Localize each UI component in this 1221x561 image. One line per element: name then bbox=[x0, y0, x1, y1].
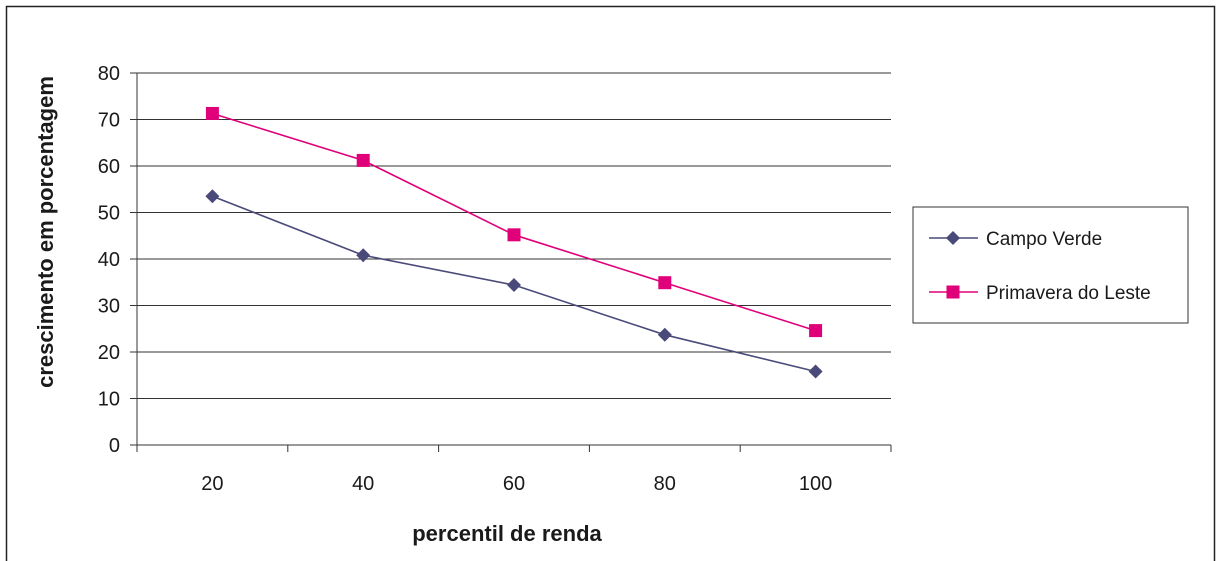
gridlines bbox=[130, 72, 892, 452]
data-point bbox=[205, 106, 219, 120]
y-tick-label: 40 bbox=[98, 249, 120, 271]
y-tick-label: 20 bbox=[98, 342, 120, 364]
x-tick-label: 60 bbox=[503, 473, 525, 495]
series-line bbox=[212, 112, 816, 332]
legend-entry: Campo Verde bbox=[929, 229, 1102, 250]
data-point bbox=[809, 324, 823, 338]
x-axis-title: percentil de renda bbox=[412, 521, 602, 546]
x-tick-label: 80 bbox=[654, 473, 676, 495]
data-point bbox=[356, 248, 371, 263]
legend-label: Primavera do Leste bbox=[986, 283, 1151, 304]
data-point bbox=[658, 276, 672, 290]
legend-marker bbox=[946, 231, 960, 245]
x-tick-label: 20 bbox=[201, 473, 223, 495]
y-tick-label: 30 bbox=[98, 296, 120, 318]
y-tick-label: 60 bbox=[98, 156, 120, 178]
x-tick-label: 40 bbox=[352, 473, 374, 495]
legend: Campo Verde Primavera do Leste bbox=[912, 206, 1189, 324]
data-point bbox=[205, 189, 220, 204]
y-axis-title: crescimento em porcentagem bbox=[33, 76, 58, 388]
series-layer bbox=[205, 106, 823, 379]
y-tick-label: 50 bbox=[98, 203, 120, 225]
legend-marker bbox=[946, 285, 960, 299]
y-tick-label: 80 bbox=[98, 63, 120, 85]
legend-box bbox=[912, 206, 1189, 324]
legend-entry: Primavera do Leste bbox=[929, 283, 1151, 304]
x-tick-label: 100 bbox=[799, 473, 832, 495]
y-tick-label: 0 bbox=[109, 435, 120, 457]
y-tick-label: 10 bbox=[98, 389, 120, 411]
data-point bbox=[808, 364, 823, 379]
chart-border bbox=[5, 5, 1216, 561]
axes bbox=[136, 73, 891, 446]
series-primavera-do-leste bbox=[205, 106, 823, 338]
data-point bbox=[507, 278, 521, 293]
data-point bbox=[356, 153, 370, 167]
legend-label: Campo Verde bbox=[986, 229, 1102, 250]
data-point bbox=[507, 228, 521, 242]
x-tick-labels: 20 40 60 80 100 bbox=[201, 473, 832, 495]
data-point bbox=[657, 327, 672, 342]
y-tick-labels: 0 10 20 30 40 50 60 70 80 bbox=[98, 63, 120, 457]
series-campo-verde bbox=[205, 189, 823, 379]
y-tick-label: 70 bbox=[98, 110, 120, 132]
